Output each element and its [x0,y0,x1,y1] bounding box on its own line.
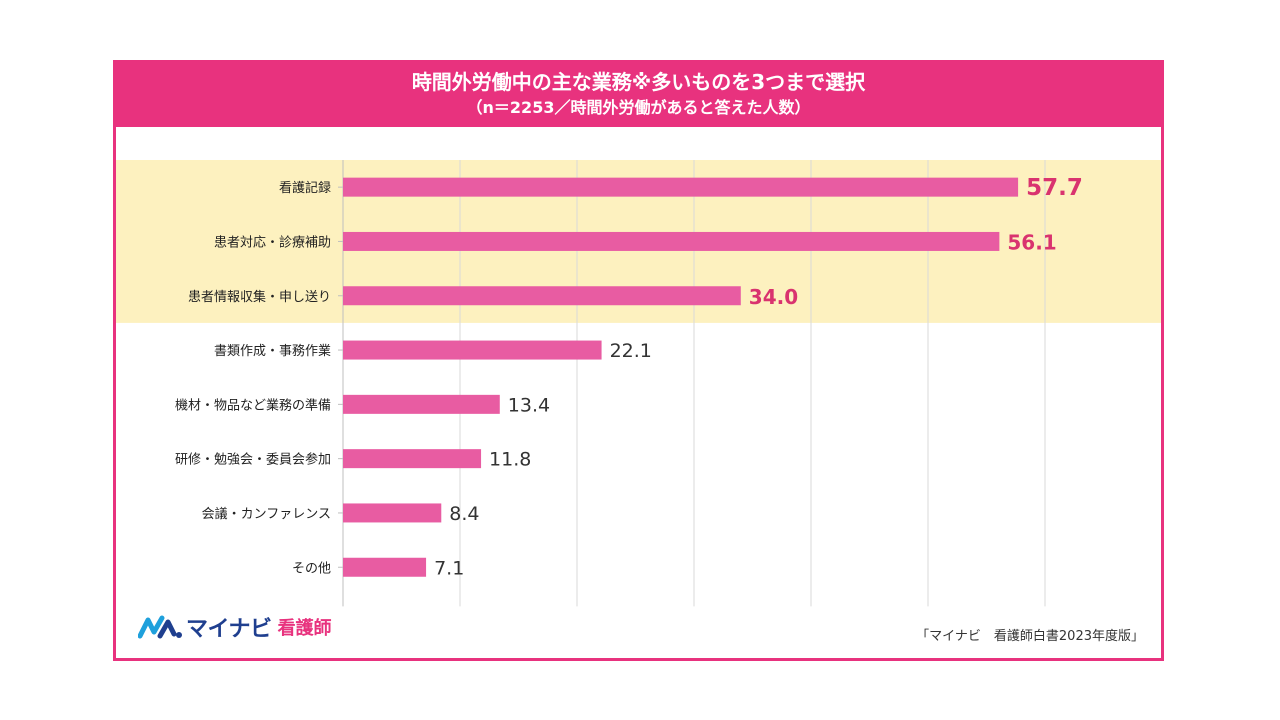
category-label: その他 [292,561,331,576]
bar [343,286,741,306]
bar [343,557,427,577]
category-label: 書類作成・事務作業 [214,343,331,359]
bar [343,394,500,414]
category-label: 会議・カンファレンス [202,507,331,522]
value-label: 34.0 [749,285,798,309]
category-label: 患者対応・診療補助 [214,234,331,250]
bar [343,177,1019,197]
source-note: 「マイナビ 看護師白書2023年度版」 [916,629,1144,644]
bar [343,503,442,523]
chart-header: 時間外労働中の主な業務※多いものを3つまで選択 （n＝2253／時間外労働がある… [116,63,1161,127]
category-label: 研修・勉強会・委員会参加 [175,452,331,468]
bar [343,231,1000,251]
value-label: 57.7 [1026,175,1083,201]
category-label: 看護記録 [279,180,331,196]
chart-subtitle: （n＝2253／時間外労働があると答えた人数） [466,98,811,117]
chart-title: 時間外労働中の主な業務※多いものを3つまで選択 [411,70,866,94]
mynavi-logo: マイナビ 看護師 [138,612,332,642]
logo-brand-text: マイナビ [186,617,272,642]
value-label: 13.4 [508,394,550,416]
bar [343,340,602,360]
category-label: 機材・物品など業務の準備 [175,397,331,413]
value-label: 8.4 [449,503,479,525]
mynavi-logo-icon [138,615,182,639]
value-label: 11.8 [489,449,531,471]
value-label: 7.1 [434,557,464,579]
category-label: 患者情報収集・申し送り [188,289,331,305]
value-label: 22.1 [610,340,652,362]
bar [343,449,482,469]
value-label: 56.1 [1007,230,1056,254]
logo-sub-text: 看護師 [277,618,332,639]
